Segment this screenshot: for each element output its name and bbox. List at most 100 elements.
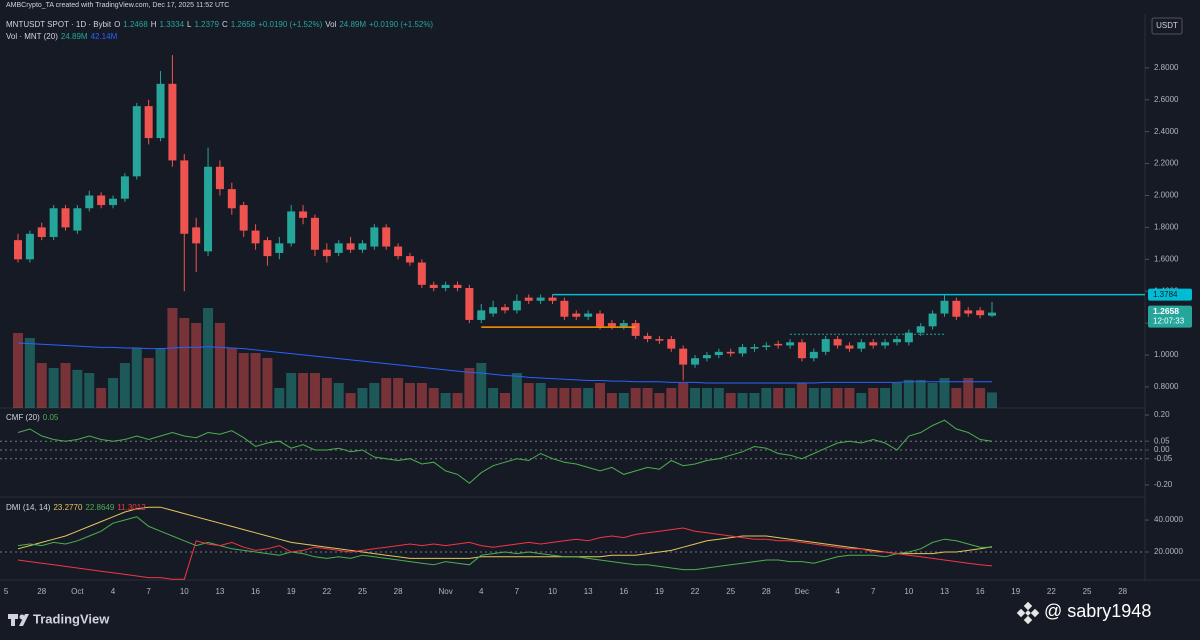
candle-body bbox=[738, 347, 747, 354]
x-tick-label: 28 bbox=[394, 587, 403, 596]
volume-bar bbox=[143, 358, 154, 408]
volume-bar bbox=[725, 393, 736, 408]
candle-body bbox=[287, 211, 296, 244]
volume-bar bbox=[393, 378, 404, 408]
volume-bar bbox=[167, 308, 178, 408]
volume-bar bbox=[262, 358, 273, 408]
candle-body bbox=[857, 342, 866, 349]
candle-body bbox=[168, 83, 177, 161]
legend-value: 1.2468 bbox=[123, 20, 148, 29]
volume-bar bbox=[820, 388, 831, 408]
candle-body bbox=[916, 326, 925, 333]
candle-body bbox=[655, 339, 664, 341]
indicator-line bbox=[17, 419, 993, 484]
volume-bar bbox=[856, 393, 867, 408]
volume-bar bbox=[416, 383, 427, 408]
candle-body bbox=[845, 345, 854, 349]
volume-bar bbox=[333, 383, 344, 408]
legend-value: 23.2770 bbox=[53, 503, 83, 512]
cmf-legend: CMF (20) 0.05 bbox=[6, 413, 58, 422]
x-tick-label: 4 bbox=[479, 587, 484, 596]
volume-bar bbox=[951, 388, 962, 408]
x-tick-label: 5 bbox=[4, 587, 9, 596]
candle-body bbox=[786, 342, 795, 346]
candle-body bbox=[453, 284, 462, 289]
x-tick-label: 13 bbox=[940, 587, 949, 596]
volume-bar bbox=[796, 383, 807, 408]
volume-bar bbox=[119, 363, 130, 408]
candle-body bbox=[797, 342, 806, 359]
candle-body bbox=[892, 339, 901, 343]
candle-body bbox=[394, 246, 403, 257]
volume-bar bbox=[939, 378, 950, 408]
volume-bar bbox=[666, 388, 677, 408]
volume-bar bbox=[618, 393, 629, 408]
x-tick-label: 10 bbox=[904, 587, 913, 596]
volume-bar bbox=[903, 379, 914, 408]
volume-bar bbox=[535, 383, 546, 408]
legend-key: L bbox=[187, 20, 192, 29]
volume-bar bbox=[915, 379, 926, 408]
candle-body bbox=[405, 256, 414, 263]
currency-box[interactable] bbox=[1151, 17, 1183, 35]
volume-bar bbox=[357, 388, 368, 408]
x-tick-label: 28 bbox=[37, 587, 46, 596]
volume-bar bbox=[488, 388, 499, 408]
volume-bar bbox=[523, 383, 534, 408]
volume-bar bbox=[891, 383, 902, 408]
volume-bar bbox=[321, 378, 332, 408]
x-tick-label: 16 bbox=[251, 587, 260, 596]
volume-bar bbox=[547, 388, 558, 408]
legend-value: 11.3012 bbox=[117, 503, 146, 512]
x-tick-label: 13 bbox=[584, 587, 593, 596]
volume-bar bbox=[36, 363, 47, 408]
y-tick-label: -0.20 bbox=[1154, 480, 1173, 489]
volume-bar bbox=[404, 383, 415, 408]
volume-bar bbox=[701, 388, 712, 408]
volume-bar bbox=[583, 388, 594, 408]
candle-body bbox=[25, 233, 34, 260]
candle-body bbox=[714, 351, 723, 356]
candle-body bbox=[429, 284, 438, 289]
brand: TradingView bbox=[33, 611, 110, 626]
x-tick-label: 28 bbox=[1118, 587, 1127, 596]
volume-bar bbox=[440, 393, 451, 408]
volume-bar bbox=[654, 393, 665, 408]
candle-body bbox=[833, 339, 842, 346]
candle-body bbox=[310, 217, 319, 250]
candle-body bbox=[500, 307, 509, 311]
volume-bar bbox=[179, 318, 190, 408]
x-tick-label: 7 bbox=[871, 587, 876, 596]
volume-bar bbox=[60, 363, 71, 408]
level-badge bbox=[1148, 288, 1192, 301]
y-tick-label: 0.20 bbox=[1154, 410, 1170, 419]
volume-bar bbox=[464, 368, 475, 408]
volume-bar bbox=[499, 393, 510, 408]
x-tick-label: 4 bbox=[835, 587, 840, 596]
candle-body bbox=[192, 227, 201, 244]
volume-bar bbox=[298, 373, 309, 408]
candle-body bbox=[774, 343, 783, 346]
volume-bar bbox=[595, 383, 606, 408]
x-tick-label: 4 bbox=[111, 587, 116, 596]
candle-body bbox=[334, 243, 343, 253]
volume-bar bbox=[48, 368, 59, 408]
candle-body bbox=[180, 160, 189, 234]
y-tick-label: 2.2000 bbox=[1154, 159, 1179, 168]
candle-body bbox=[809, 351, 818, 359]
x-tick-label: 16 bbox=[976, 587, 985, 596]
candle-body bbox=[607, 323, 616, 327]
y-tick-label: 2.0000 bbox=[1154, 191, 1179, 200]
volume-bar bbox=[226, 348, 237, 408]
indicator-line bbox=[17, 506, 993, 559]
x-tick-label: 19 bbox=[287, 587, 296, 596]
y-tick-label: 40.0000 bbox=[1154, 515, 1183, 524]
y-tick-label: 1.6000 bbox=[1154, 254, 1179, 263]
volume-bar bbox=[880, 388, 891, 408]
volume-bar bbox=[476, 363, 487, 408]
volume-bar bbox=[737, 393, 748, 408]
x-tick-label: 25 bbox=[358, 587, 367, 596]
volume-bar bbox=[773, 388, 784, 408]
volume-bar bbox=[24, 338, 35, 408]
